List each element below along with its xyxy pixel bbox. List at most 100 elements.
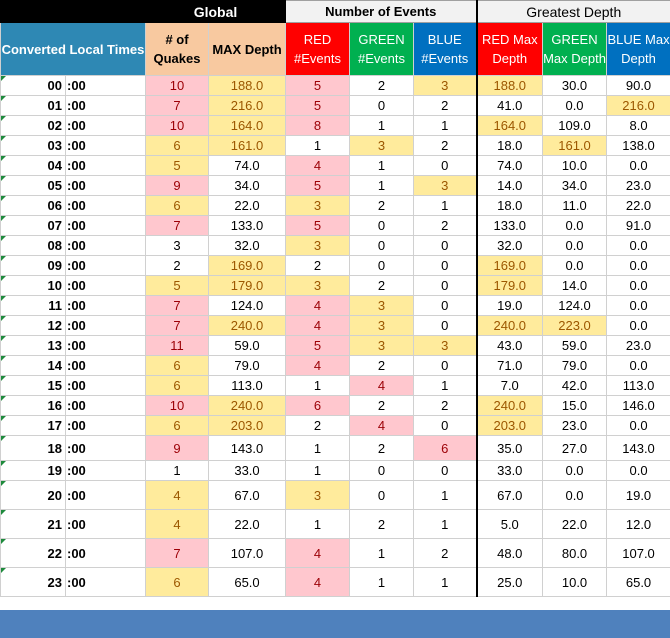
hour-cell[interactable]: 15 [0, 375, 66, 396]
red-max-depth-cell[interactable]: 41.0 [475, 95, 544, 116]
minute-cell[interactable]: :00 [65, 509, 146, 539]
blue-events-cell[interactable]: 2 [412, 215, 478, 236]
blue-events-cell[interactable]: 0 [412, 460, 478, 481]
quakes-cell[interactable]: 5 [145, 275, 209, 296]
hour-cell[interactable]: 14 [0, 355, 66, 376]
hour-cell[interactable]: 00 [0, 75, 66, 96]
red-max-depth-cell[interactable]: 169.0 [475, 255, 544, 276]
green-events-cell[interactable]: 1 [349, 155, 414, 176]
blue-max-depth-cell[interactable]: 0.0 [606, 295, 670, 316]
hour-cell[interactable]: 21 [0, 509, 66, 539]
red-max-depth-cell[interactable]: 7.0 [475, 375, 544, 396]
max-depth-cell[interactable]: 22.0 [208, 195, 286, 216]
blue-events-header[interactable]: BLUE #Events [412, 22, 478, 76]
blue-max-depth-cell[interactable]: 216.0 [606, 95, 670, 116]
quakes-cell[interactable]: 6 [145, 355, 209, 376]
red-max-depth-cell[interactable]: 32.0 [475, 235, 544, 256]
minute-cell[interactable]: :00 [65, 235, 146, 256]
max-depth-cell[interactable]: 22.0 [208, 509, 286, 539]
max-depth-cell[interactable]: 169.0 [208, 255, 286, 276]
blue-events-cell[interactable]: 1 [412, 509, 478, 539]
hour-cell[interactable]: 07 [0, 215, 66, 236]
max-depth-cell[interactable]: 113.0 [208, 375, 286, 396]
green-events-cell[interactable]: 2 [349, 435, 414, 461]
blue-max-depth-cell[interactable]: 138.0 [606, 135, 670, 156]
green-max-depth-cell[interactable]: 30.0 [542, 75, 608, 96]
green-max-depth-cell[interactable]: 0.0 [542, 215, 608, 236]
red-events-cell[interactable]: 5 [285, 335, 350, 356]
hour-cell[interactable]: 16 [0, 395, 66, 416]
minute-cell[interactable]: :00 [65, 538, 146, 568]
green-max-depth-cell[interactable]: 0.0 [542, 95, 608, 116]
max-depth-cell[interactable]: 143.0 [208, 435, 286, 461]
blue-events-cell[interactable]: 0 [412, 275, 478, 296]
hour-cell[interactable]: 18 [0, 435, 66, 461]
green-events-cell[interactable]: 4 [349, 415, 414, 436]
hour-cell[interactable]: 11 [0, 295, 66, 316]
red-max-depth-cell[interactable]: 71.0 [475, 355, 544, 376]
red-events-cell[interactable]: 3 [285, 195, 350, 216]
max-depth-cell[interactable]: 161.0 [208, 135, 286, 156]
blue-max-depth-cell[interactable]: 0.0 [606, 255, 670, 276]
minute-cell[interactable]: :00 [65, 115, 146, 136]
max-depth-cell[interactable]: 179.0 [208, 275, 286, 296]
max-depth-cell[interactable]: 133.0 [208, 215, 286, 236]
global-header[interactable]: Global [145, 0, 286, 23]
minute-cell[interactable]: :00 [65, 415, 146, 436]
blue-max-depth-cell[interactable]: 0.0 [606, 460, 670, 481]
quakes-cell[interactable]: 9 [145, 175, 209, 196]
blue-max-depth-cell[interactable]: 0.0 [606, 235, 670, 256]
green-max-depth-cell[interactable]: 15.0 [542, 395, 608, 416]
green-events-cell[interactable]: 0 [349, 480, 414, 510]
red-max-depth-cell[interactable]: 133.0 [475, 215, 544, 236]
red-max-depth-cell[interactable]: 164.0 [475, 115, 544, 136]
header-blank-cell[interactable] [0, 0, 146, 23]
green-events-cell[interactable]: 1 [349, 175, 414, 196]
green-events-cell[interactable]: 2 [349, 355, 414, 376]
red-events-cell[interactable]: 2 [285, 415, 350, 436]
blue-max-depth-cell[interactable]: 91.0 [606, 215, 670, 236]
blue-max-depth-cell[interactable]: 8.0 [606, 115, 670, 136]
green-events-cell[interactable]: 0 [349, 460, 414, 481]
quakes-cell[interactable]: 6 [145, 375, 209, 396]
number-of-events-header[interactable]: Number of Events [284, 0, 478, 23]
minute-cell[interactable]: :00 [65, 395, 146, 416]
minute-cell[interactable]: :00 [65, 335, 146, 356]
blue-events-cell[interactable]: 1 [412, 480, 478, 510]
blue-events-cell[interactable]: 1 [412, 115, 478, 136]
red-events-cell[interactable]: 4 [285, 155, 350, 176]
quakes-cell[interactable]: 5 [145, 155, 209, 176]
green-events-cell[interactable]: 3 [349, 295, 414, 316]
green-events-cell[interactable]: 2 [349, 275, 414, 296]
blue-max-depth-cell[interactable]: 143.0 [606, 435, 670, 461]
minute-cell[interactable]: :00 [65, 255, 146, 276]
blue-events-cell[interactable]: 0 [412, 315, 478, 336]
converted-local-times-header[interactable]: Converted Local Times [0, 22, 146, 76]
red-max-depth-cell[interactable]: 19.0 [475, 295, 544, 316]
red-events-cell[interactable]: 1 [285, 460, 350, 481]
green-max-depth-cell[interactable]: 109.0 [542, 115, 608, 136]
blue-max-depth-cell[interactable]: 0.0 [606, 355, 670, 376]
blue-max-depth-cell[interactable]: 146.0 [606, 395, 670, 416]
greatest-depth-header[interactable]: Greatest Depth [475, 0, 670, 23]
minute-cell[interactable]: :00 [65, 275, 146, 296]
green-max-depth-cell[interactable]: 0.0 [542, 235, 608, 256]
red-max-depth-cell[interactable]: 33.0 [475, 460, 544, 481]
minute-cell[interactable]: :00 [65, 435, 146, 461]
hour-cell[interactable]: 01 [0, 95, 66, 116]
max-depth-cell[interactable]: 34.0 [208, 175, 286, 196]
green-events-cell[interactable]: 2 [349, 75, 414, 96]
red-events-cell[interactable]: 8 [285, 115, 350, 136]
green-events-cell[interactable]: 3 [349, 315, 414, 336]
hour-cell[interactable]: 02 [0, 115, 66, 136]
red-events-cell[interactable]: 6 [285, 395, 350, 416]
green-events-cell[interactable]: 2 [349, 395, 414, 416]
green-max-depth-cell[interactable]: 59.0 [542, 335, 608, 356]
minute-cell[interactable]: :00 [65, 135, 146, 156]
max-depth-cell[interactable]: 79.0 [208, 355, 286, 376]
max-depth-cell[interactable]: 188.0 [208, 75, 286, 96]
red-events-cell[interactable]: 1 [285, 135, 350, 156]
quakes-cell[interactable]: 6 [145, 135, 209, 156]
red-events-cell[interactable]: 1 [285, 435, 350, 461]
green-max-depth-cell[interactable]: 11.0 [542, 195, 608, 216]
